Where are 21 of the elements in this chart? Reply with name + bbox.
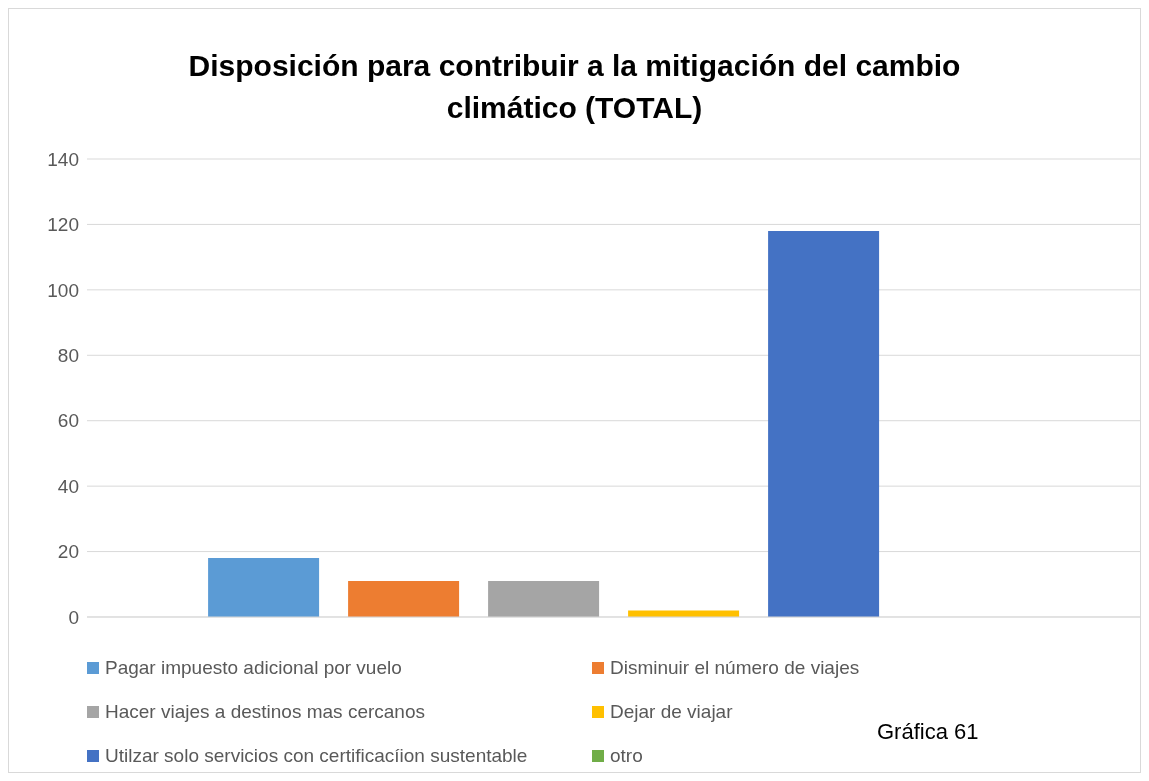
bar	[628, 610, 740, 617]
legend-label: Hacer viajes a destinos mas cercanos	[105, 701, 425, 723]
y-tick-label: 0	[68, 606, 79, 628]
y-tick-label: 20	[57, 541, 79, 563]
y-tick-label: 140	[47, 148, 79, 170]
y-tick-label: 80	[57, 345, 79, 367]
y-tick-label: 40	[57, 475, 79, 497]
bar	[488, 581, 600, 617]
legend-label: Disminuir el número de viajes	[610, 657, 860, 679]
y-tick-label: 60	[57, 410, 79, 432]
chart-title: Disposición para contribuir a la mitigación del cambio climático (TOTAL)	[187, 48, 962, 126]
legend-label: otro	[610, 745, 643, 767]
legend-label: Utilzar solo servicios con certificacíion sustentable	[105, 745, 528, 767]
bar	[208, 558, 320, 617]
bar	[768, 230, 880, 617]
legend-label: Pagar impuesto adicional por vuelo	[105, 657, 402, 679]
legend-label: Dejar de viajar	[610, 701, 733, 723]
y-tick-label: 120	[47, 214, 79, 236]
y-tick-label: 100	[47, 279, 79, 301]
bar	[348, 581, 460, 617]
text: Gráfica 61	[877, 719, 979, 745]
